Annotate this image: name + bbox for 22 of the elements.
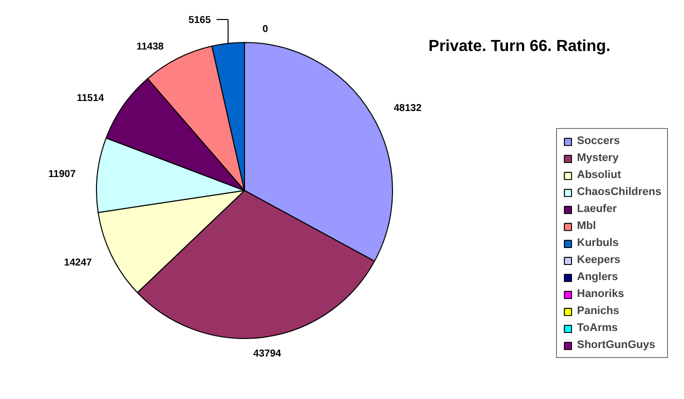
data-label: 11907: [48, 168, 76, 180]
data-label: 5165: [188, 14, 212, 26]
legend-label: Mbl: [577, 220, 597, 232]
text: 0: [262, 24, 268, 35]
text: Private. Turn 66. Rating.: [428, 38, 610, 55]
data-label: 11514: [76, 93, 104, 104]
legend-label: ChaosChildrens: [577, 186, 662, 198]
legend-label: Hanoriks: [577, 288, 624, 300]
legend-label: Mystery: [577, 152, 619, 164]
legend-label: Absoliut: [577, 169, 621, 181]
legend-label: Soccers: [577, 135, 620, 147]
legend-label: ToArms: [577, 322, 618, 334]
legend-label: ShortGunGuys: [577, 339, 656, 351]
data-label: 48132: [394, 103, 422, 114]
data-label: 43794: [253, 348, 282, 360]
legend-label: Kurbuls: [577, 237, 619, 249]
legend-label: Laeufer: [577, 203, 617, 215]
legend-label: Keepers: [577, 254, 620, 266]
legend-label: Anglers: [577, 271, 618, 283]
data-label: 11438: [136, 41, 164, 52]
data-label: 14247: [64, 257, 92, 268]
legend-label: Panichs: [577, 305, 620, 317]
